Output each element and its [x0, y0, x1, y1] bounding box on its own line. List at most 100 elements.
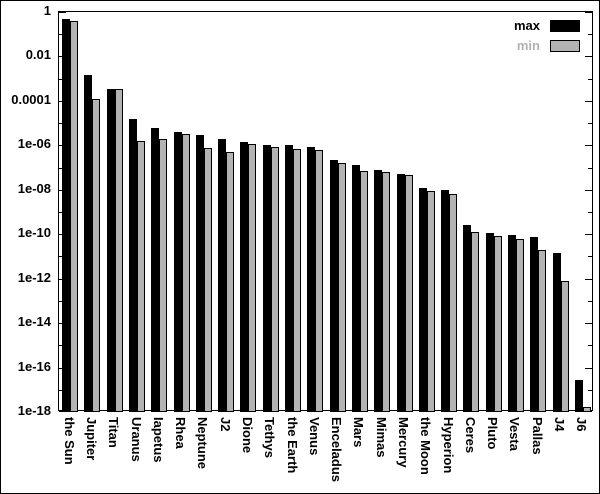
minor-tick: [59, 212, 63, 213]
x-category-label: Tethys: [262, 417, 278, 458]
bar-min-pallas: [538, 249, 547, 412]
x-category-label: Enceladus: [329, 417, 345, 483]
bar-min-uranus: [137, 141, 146, 412]
bar-max-mimas: [374, 169, 383, 412]
x-category-label: Hyperion: [440, 417, 456, 474]
major-tick: [585, 278, 592, 280]
bar-min-ceres: [471, 232, 480, 412]
minor-tick: [588, 345, 592, 347]
x-category-label: J6: [574, 417, 590, 432]
bar-max-the-earth: [285, 145, 294, 412]
minor-tick: [59, 300, 63, 302]
bar-max-j4: [552, 253, 561, 412]
x-category-label: Neptune: [195, 417, 211, 469]
y-tick-label: 1e-18: [17, 403, 51, 418]
bar-min-vesta: [515, 239, 524, 412]
y-tick-label: 1e-16: [17, 358, 51, 374]
y-tick-label: 1e-06: [17, 136, 51, 152]
minor-tick: [588, 256, 592, 258]
bar-max-j2: [218, 138, 227, 412]
y-tick-label: 1e-08: [17, 180, 51, 196]
x-category-label: Pluto: [485, 417, 501, 450]
bar-min-jupiter: [92, 99, 101, 412]
minor-tick: [59, 389, 63, 391]
x-category-label: the Earth: [284, 417, 300, 474]
bar-max-mercury: [396, 174, 405, 412]
y-tick-label: 0.01: [25, 47, 51, 63]
major-tick: [585, 234, 592, 236]
bar-max-mars: [351, 165, 360, 412]
x-category-label: Rhea: [173, 417, 189, 449]
major-tick: [585, 189, 592, 191]
bar-min-hyperion: [449, 194, 458, 412]
bar-min-iapetus: [159, 138, 168, 412]
bar-max-tethys: [262, 145, 271, 412]
bar-min-titan: [114, 89, 123, 412]
x-category-label: Vesta: [507, 417, 523, 451]
bar-min-pluto: [493, 236, 502, 412]
bar-min-j4: [560, 280, 569, 412]
major-tick: [59, 12, 66, 13]
bar-max-neptune: [195, 135, 204, 412]
bar-min-rhea: [181, 134, 190, 412]
bar-max-j6: [574, 380, 583, 412]
bar-min-mars: [359, 170, 368, 412]
x-category-label: Titan: [106, 417, 122, 448]
bar-max-titan: [106, 88, 115, 412]
minor-tick: [588, 78, 592, 80]
legend-label-max: max: [513, 18, 540, 33]
minor-tick: [59, 345, 63, 347]
minor-tick: [59, 34, 63, 36]
bar-min-enceladus: [337, 163, 346, 412]
x-category-label: Mars: [351, 417, 367, 448]
bar-max-vesta: [507, 235, 516, 412]
bar-min-dione: [248, 143, 257, 412]
bar-min-neptune: [203, 148, 212, 412]
major-tick: [585, 323, 592, 325]
bar-max-enceladus: [329, 159, 338, 412]
legend-item-max: max: [514, 18, 580, 33]
x-category-label: Iapetus: [150, 417, 166, 463]
x-category-label: Pallas: [529, 417, 545, 455]
bar-min-j6: [582, 407, 591, 412]
major-tick: [585, 145, 592, 147]
bar-min-the-sun: [70, 20, 79, 412]
bar-max-iapetus: [151, 128, 160, 412]
bar-min-j2: [226, 152, 235, 412]
y-tick-label: 0.0001: [11, 91, 51, 107]
bar-min-venus: [315, 150, 324, 412]
bar-max-hyperion: [441, 189, 450, 412]
x-category-label: Uranus: [128, 417, 144, 462]
major-tick: [585, 56, 592, 58]
minor-tick: [588, 212, 592, 213]
x-category-label: the Sun: [61, 417, 77, 465]
plot-area: max min: [58, 11, 593, 412]
minor-tick: [59, 78, 63, 80]
bar-max-rhea: [173, 131, 182, 412]
bar-min-the-earth: [293, 149, 302, 412]
x-category-label: J4: [552, 417, 568, 432]
x-category-label: Venus: [306, 417, 322, 456]
bar-min-mimas: [382, 171, 391, 412]
bar-max-ceres: [463, 225, 472, 412]
x-category-label: Dione: [239, 417, 255, 454]
bar-max-jupiter: [84, 74, 93, 412]
bar-min-mercury: [404, 175, 413, 412]
bar-max-pallas: [530, 236, 539, 412]
minor-tick: [588, 300, 592, 302]
minor-tick: [588, 34, 592, 36]
major-tick: [585, 367, 592, 369]
bar-min-tethys: [270, 147, 279, 412]
minor-tick: [59, 256, 63, 258]
bar-max-pluto: [485, 233, 494, 412]
legend-swatch-min: [550, 39, 580, 52]
y-tick-label: 1: [43, 3, 51, 18]
legend-swatch-max: [550, 19, 580, 32]
legend: max min: [514, 18, 580, 58]
y-tick-label: 1e-10: [17, 225, 51, 241]
x-category-label: Ceres: [462, 417, 478, 454]
legend-label-min: min: [516, 38, 540, 53]
major-tick: [585, 100, 592, 102]
bar-max-dione: [240, 142, 249, 412]
